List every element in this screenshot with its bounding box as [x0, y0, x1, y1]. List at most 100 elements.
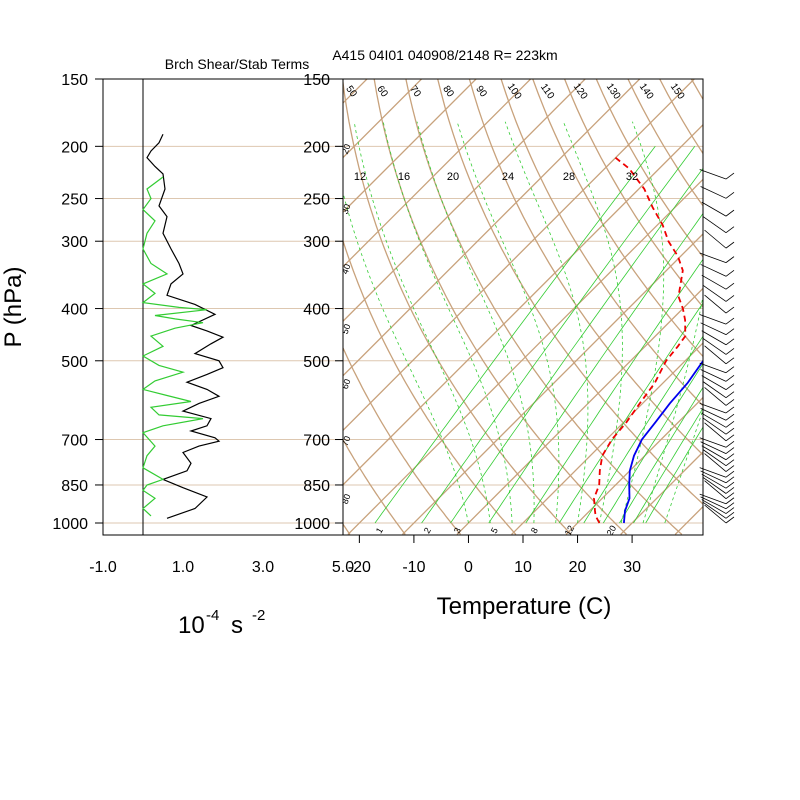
wind-barb: [704, 480, 735, 499]
skewt-y-tick-labels: 150 200 250 300 400 500 700 850 1000: [294, 72, 343, 533]
mixing-ratio-line: [374, 146, 656, 524]
wind-barb-flag: [725, 516, 735, 524]
wind-barb-flag: [725, 375, 735, 382]
skewt-title: A415 04I01 040908/2148 R= 223km: [332, 47, 557, 63]
mixing-ratio-label: 12: [354, 171, 366, 183]
wind-barb-flag: [725, 434, 735, 442]
isotherm-line: [343, 79, 641, 377]
wind-barb-flag: [725, 481, 735, 489]
wind-barb-flag: [725, 465, 735, 472]
mixing-ratio-line: [488, 212, 703, 524]
x-unit-label: 10 -4 s -2: [178, 607, 265, 639]
isotherm-label: 60: [340, 378, 353, 391]
isotherm-line: [343, 79, 478, 214]
wind-barb: [699, 467, 735, 478]
theta-label: 60: [374, 84, 390, 100]
isotherm-line: [343, 123, 703, 486]
wind-barb-staff: [701, 412, 727, 428]
dry-adiabat-line: [595, 79, 703, 258]
sounding-series: [593, 156, 703, 524]
mixing-ratio-line: [633, 407, 703, 524]
wind-barb-flag: [725, 172, 735, 180]
dry-adiabat-line: [500, 79, 703, 407]
mixing-ratio-label: 20: [447, 171, 459, 183]
skewt-y-tick-label: 500: [303, 354, 330, 371]
dry-adiabat-line: [745, 63, 800, 535]
skewt-x-tick-label: -10: [402, 559, 425, 576]
wind-barb-flag: [725, 406, 735, 414]
mixing-ratio-line: [583, 335, 703, 524]
wind-barb-flag: [725, 476, 735, 484]
skewt-y-tick-label: 300: [303, 234, 330, 251]
mixing-ratio-line: [450, 167, 703, 524]
wind-barb-staff: [702, 381, 727, 399]
skewt-x-tick-labels: -20 -10 0 10 20 30: [348, 535, 641, 576]
skewt-x-tick-label: -20: [348, 559, 371, 576]
wind-barb-staff: [701, 375, 727, 390]
left-x-tick-label: 3.0: [252, 559, 274, 576]
wind-barb: [702, 381, 735, 399]
left-y-tick-label: 400: [61, 302, 88, 319]
wind-barb-flag: [725, 209, 735, 217]
isobar-lines: [343, 79, 703, 524]
mixing-ratio-bottom-label: 1: [374, 526, 385, 535]
mixing-ratio-bottom-label: 5: [489, 526, 500, 535]
wind-barb-flag: [725, 502, 735, 510]
left-pressure-grid: [103, 78, 343, 535]
left-series-group: [141, 134, 225, 519]
wind-barb-staff: [701, 473, 727, 489]
wind-barb-flag: [725, 391, 735, 398]
wind-barb: [702, 501, 735, 519]
isotherm-line: [343, 79, 587, 323]
dry-adiabat-line: [405, 79, 683, 535]
x-axis-label: Temperature (C): [437, 593, 612, 620]
wind-barb-flag: [725, 306, 735, 314]
wind-barb-staff: [699, 403, 727, 414]
wind-barb-staff: [704, 229, 727, 249]
wind-barb: [700, 408, 735, 421]
wind-barb: [699, 403, 735, 414]
wind-barb: [702, 338, 735, 355]
x-unit-base: 10: [178, 612, 205, 639]
dry-adiabat-lines: [343, 63, 800, 535]
wind-barb-flag: [725, 507, 735, 514]
skewt-x-tick-label: 20: [569, 559, 587, 576]
wind-barb-flag: [725, 191, 735, 199]
wind-barb: [701, 201, 735, 217]
left-y-tick-label: 500: [61, 354, 88, 371]
wind-barb-flag: [725, 256, 735, 263]
skewt-y-tick-label: 400: [303, 302, 330, 319]
wind-barb-staff: [699, 252, 727, 263]
wind-barb-staff: [700, 470, 727, 484]
x-unit-exponent: -4: [206, 607, 219, 624]
mixing-ratio-label: 28: [563, 171, 575, 183]
theta-label: 90: [473, 84, 489, 100]
dry-adiabat-line: [437, 79, 703, 505]
dewpoint-line: [593, 156, 687, 524]
wind-barb-staff: [701, 330, 727, 346]
wind-barb: [704, 387, 735, 406]
wind-barb-staff: [704, 480, 727, 499]
isotherm-label: 40: [340, 263, 353, 276]
skewt-x-tick-label: 0: [464, 559, 473, 576]
dry-adiabat-line: [532, 79, 703, 358]
wind-barb-flag: [725, 383, 735, 390]
isotherm-line: [0, 63, 274, 535]
wind-barb: [701, 499, 735, 514]
wind-barb-flag: [725, 440, 735, 448]
isotherm-line: [343, 79, 368, 104]
moist-adiabat-line: [642, 293, 703, 524]
theta-label: 140: [637, 82, 656, 102]
wind-barb-flag: [725, 338, 735, 346]
wind-barb-flag: [725, 512, 735, 519]
wind-barb-staff: [704, 422, 727, 442]
moist-adiabat-lines: [343, 121, 703, 524]
moist-adiabat-line: [456, 121, 560, 524]
skewt-panel: A415 04I01 040908/2148 R= 223km 12 16 20 24…: [0, 47, 800, 620]
moist-adiabat-line: [664, 408, 703, 524]
wind-barb-flag: [725, 470, 735, 478]
wind-barb: [704, 294, 735, 314]
isotherm-line: [343, 79, 696, 432]
dry-adiabat-line: [690, 79, 703, 101]
mixing-ratio-bottom-label: 20: [605, 524, 619, 538]
